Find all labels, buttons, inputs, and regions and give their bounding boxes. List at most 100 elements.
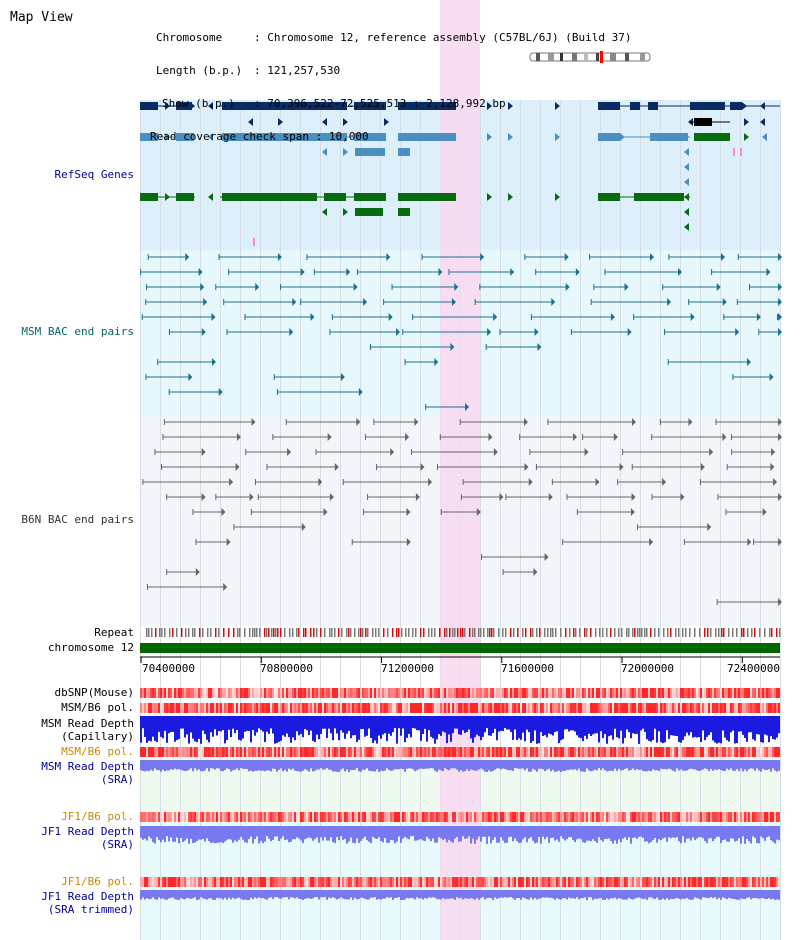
heat-cell xyxy=(290,747,292,757)
b6n-bac-label[interactable]: B6N BAC end pairs xyxy=(21,513,134,526)
msm-bac-label[interactable]: MSM BAC end pairs xyxy=(21,325,134,338)
depth-bar xyxy=(464,716,466,733)
heat-cell xyxy=(676,747,678,757)
heat-cell xyxy=(768,812,770,822)
depth-bar xyxy=(550,826,552,839)
jf1-b6-pol-trim-label[interactable]: JF1/B6 pol. xyxy=(61,875,134,888)
depth-bar xyxy=(164,826,166,843)
msm-b6-pol-label[interactable]: MSM/B6 pol. xyxy=(61,701,134,714)
heat-cell xyxy=(378,877,380,887)
depth-bar xyxy=(280,716,282,741)
heat-cell xyxy=(462,703,464,713)
depth-bar xyxy=(200,716,202,744)
heat-cell xyxy=(428,688,430,698)
heat-cell xyxy=(318,747,320,757)
jf1-read-depth-trim-label[interactable]: JF1 Read Depth xyxy=(41,890,134,903)
bac-pair-arrow xyxy=(323,508,328,516)
depth-bar xyxy=(732,760,734,771)
depth-bar xyxy=(482,890,484,898)
heat-cell xyxy=(550,703,552,713)
heat-cell xyxy=(670,688,672,698)
depth-bar xyxy=(640,760,642,770)
depth-bar xyxy=(500,890,502,898)
depth-bar xyxy=(260,890,262,899)
depth-bar xyxy=(152,716,154,737)
heat-cell xyxy=(626,812,628,822)
heat-cell xyxy=(478,877,480,887)
depth-bar xyxy=(512,826,514,842)
msm-b6-pol-sra-label[interactable]: MSM/B6 pol. xyxy=(61,745,134,758)
depth-bar xyxy=(746,826,748,839)
heat-cell xyxy=(508,877,510,887)
repeat-mark xyxy=(769,628,771,637)
refseq-genes-label[interactable]: RefSeq Genes xyxy=(54,168,134,181)
depth-bar xyxy=(552,890,554,899)
dbsnp-label[interactable]: dbSNP(Mouse) xyxy=(54,686,134,699)
depth-bar xyxy=(608,826,610,839)
heat-cell xyxy=(234,877,236,887)
depth-bar xyxy=(252,716,254,731)
jf1-b6-pol-label[interactable]: JF1/B6 pol. xyxy=(61,810,134,823)
heat-cell xyxy=(448,877,450,887)
heat-cell xyxy=(670,877,672,887)
depth-bar xyxy=(618,760,620,769)
heat-cell xyxy=(142,812,144,822)
depth-bar xyxy=(750,716,752,733)
depth-bar xyxy=(564,716,566,730)
heat-cell xyxy=(772,877,774,887)
depth-bar xyxy=(630,890,632,900)
depth-bar xyxy=(406,890,408,898)
heat-cell xyxy=(194,747,196,757)
repeat-mark xyxy=(428,628,430,637)
depth-bar xyxy=(532,716,534,742)
heat-cell xyxy=(174,747,176,757)
heat-cell xyxy=(572,703,574,713)
depth-bar xyxy=(232,890,234,898)
depth-bar xyxy=(560,760,562,772)
depth-bar xyxy=(270,716,272,729)
gene-arrow-mark xyxy=(208,102,213,110)
depth-bar xyxy=(776,826,778,840)
heat-cell xyxy=(376,688,378,698)
depth-bar xyxy=(470,826,472,844)
depth-bar xyxy=(406,716,408,738)
depth-bar xyxy=(648,826,650,844)
heat-cell xyxy=(210,747,212,757)
depth-bar xyxy=(288,716,290,738)
repeat-mark xyxy=(483,628,485,637)
heat-cell xyxy=(256,688,258,698)
heat-cell xyxy=(548,877,550,887)
heat-cell xyxy=(496,877,498,887)
repeat-mark xyxy=(707,628,709,637)
depth-bar xyxy=(472,760,474,771)
depth-bar xyxy=(416,890,418,898)
heat-cell xyxy=(212,877,214,887)
depth-bar xyxy=(162,760,164,770)
heat-cell xyxy=(380,747,382,757)
heat-cell xyxy=(486,747,488,757)
heat-cell xyxy=(424,703,426,713)
jf1-read-depth-label[interactable]: JF1 Read Depth xyxy=(41,825,134,838)
heat-cell xyxy=(614,747,616,757)
heat-cell xyxy=(778,703,780,713)
repeat-mark xyxy=(723,628,725,637)
heat-cell xyxy=(556,688,558,698)
heat-cell xyxy=(434,703,436,713)
depth-bar xyxy=(318,760,320,770)
heat-cell xyxy=(744,703,746,713)
ideogram-band xyxy=(625,53,629,61)
depth-bar xyxy=(442,826,444,840)
heat-cell xyxy=(394,703,396,713)
depth-bar xyxy=(174,760,176,769)
heat-cell xyxy=(498,688,500,698)
msm-read-depth-sra-label[interactable]: MSM Read Depth xyxy=(41,760,134,773)
heat-cell xyxy=(188,688,190,698)
heat-cell xyxy=(510,877,512,887)
gene-exon xyxy=(222,193,317,201)
msm-read-depth-capillary-label[interactable]: MSM Read Depth xyxy=(41,717,134,730)
depth-bar xyxy=(656,890,658,898)
depth-bar xyxy=(248,826,250,840)
depth-bar xyxy=(242,716,244,739)
heat-cell xyxy=(540,877,542,887)
